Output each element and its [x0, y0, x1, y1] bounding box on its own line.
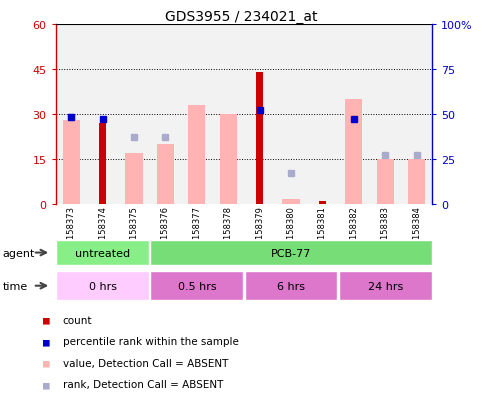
Text: 6 hrs: 6 hrs	[277, 281, 305, 291]
Bar	[307, 25, 338, 204]
Bar	[181, 25, 213, 204]
Bar	[220, 114, 237, 204]
Bar	[188, 106, 205, 204]
Text: 0 hrs: 0 hrs	[89, 281, 116, 291]
Bar	[244, 25, 275, 204]
Text: 24 hrs: 24 hrs	[368, 281, 403, 291]
Text: agent: agent	[2, 248, 35, 258]
Text: ■: ■	[43, 315, 50, 325]
Bar	[56, 272, 149, 300]
Bar	[401, 25, 432, 204]
Bar	[118, 25, 150, 204]
Bar	[369, 25, 401, 204]
Bar	[256, 73, 263, 204]
Bar	[275, 25, 307, 204]
Bar	[126, 154, 142, 204]
Bar	[150, 241, 432, 265]
Text: count: count	[63, 315, 92, 325]
Bar	[244, 272, 338, 300]
Bar	[150, 272, 243, 300]
Bar	[319, 202, 326, 204]
Text: time: time	[2, 281, 28, 291]
Bar	[213, 25, 244, 204]
Bar	[87, 25, 118, 204]
Text: ■: ■	[43, 337, 50, 347]
Text: 0.5 hrs: 0.5 hrs	[178, 281, 216, 291]
Text: rank, Detection Call = ABSENT: rank, Detection Call = ABSENT	[63, 380, 223, 389]
Text: PCB-77: PCB-77	[271, 248, 311, 258]
Text: GDS3955 / 234021_at: GDS3955 / 234021_at	[165, 10, 318, 24]
Bar	[56, 241, 149, 265]
Bar	[99, 123, 106, 204]
Bar	[56, 25, 87, 204]
Bar	[150, 25, 181, 204]
Text: ■: ■	[43, 380, 50, 389]
Bar	[377, 159, 394, 204]
Bar	[63, 121, 80, 204]
Text: value, Detection Call = ABSENT: value, Detection Call = ABSENT	[63, 358, 228, 368]
Bar	[339, 272, 432, 300]
Text: ■: ■	[43, 358, 50, 368]
Bar	[157, 145, 174, 204]
Bar	[408, 159, 425, 204]
Bar	[283, 200, 299, 204]
Bar	[345, 100, 362, 204]
Bar	[338, 25, 369, 204]
Text: percentile rank within the sample: percentile rank within the sample	[63, 337, 239, 347]
Text: untreated: untreated	[75, 248, 130, 258]
